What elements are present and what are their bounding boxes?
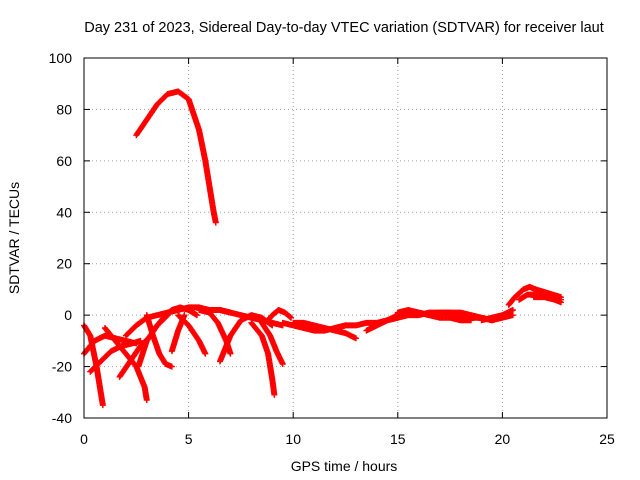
y-tick-label: -40	[52, 410, 72, 426]
series-arc-27	[478, 307, 516, 324]
series-arc-8	[143, 312, 175, 370]
x-axis-ticks: 0 5 10 15 20 25	[80, 58, 615, 447]
y-tick-label: 0	[64, 307, 72, 323]
x-tick-label: 15	[390, 431, 406, 447]
chart-title: Day 231 of 2023, Sidereal Day-to-day VTE…	[84, 20, 604, 36]
data-point-marker	[143, 397, 150, 403]
data-point-marker	[288, 314, 295, 321]
data-point-marker	[168, 363, 175, 370]
series-arc-11	[175, 312, 209, 357]
series-arc-16	[248, 319, 278, 398]
data-point-marker	[99, 402, 106, 409]
grid-lines	[84, 58, 607, 418]
x-tick-label: 5	[185, 431, 193, 447]
series-arc-18	[258, 319, 286, 367]
y-axis-label: SDTVAR / TECUs	[6, 182, 22, 294]
series-arc-15	[216, 307, 286, 329]
y-tick-label: -20	[52, 359, 72, 375]
data-point-marker	[509, 312, 516, 319]
x-tick-label: 20	[495, 431, 511, 447]
series-arc-10	[168, 312, 188, 355]
data-point-marker	[279, 361, 286, 367]
data-point-marker	[509, 307, 516, 313]
x-tick-label: 25	[599, 431, 615, 447]
data-point-marker	[227, 350, 234, 357]
y-tick-label: 100	[49, 50, 73, 66]
x-axis-label: GPS time / hours	[291, 458, 398, 474]
y-axis-ticks: -40 -20 0 20 40 60 80 100	[49, 50, 607, 426]
data-point-marker	[202, 350, 209, 357]
x-tick-label: 0	[80, 431, 88, 447]
plot-frame	[83, 57, 608, 419]
y-tick-label: 20	[56, 256, 72, 272]
x-tick-label: 10	[285, 431, 301, 447]
y-tick-label: 40	[56, 204, 72, 220]
data-point-marker	[212, 219, 219, 226]
series-arc-17	[265, 307, 295, 324]
data-point-marker	[557, 299, 564, 306]
y-tick-label: 80	[56, 101, 72, 117]
data-point-marker	[352, 335, 359, 342]
series-arc-high	[133, 88, 219, 226]
data-point-marker	[193, 312, 200, 319]
data-points	[81, 88, 564, 409]
data-point-marker	[287, 313, 294, 320]
y-tick-label: 60	[56, 153, 72, 169]
data-point-marker	[271, 391, 278, 398]
series-arc-30	[530, 294, 564, 306]
data-point-marker	[181, 312, 188, 319]
